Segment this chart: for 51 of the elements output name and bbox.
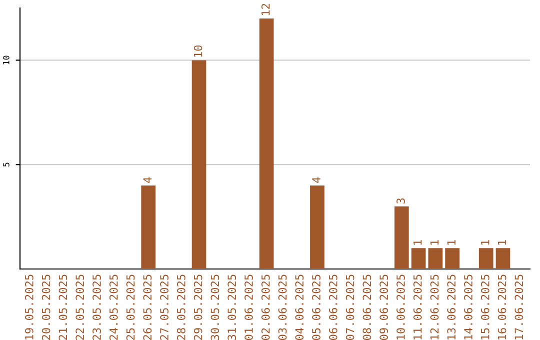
x-tick-label: 20.05.2025 [42, 274, 50, 340]
x-tick-label: 23.05.2025 [92, 274, 101, 340]
data-label: 1 [414, 240, 422, 245]
x-tick-label: 12.06.2025 [430, 274, 439, 340]
data-label: 1 [481, 240, 490, 245]
bar [192, 60, 206, 269]
x-tick-label: 17.06.2025 [514, 274, 524, 340]
x-tick-label: 19.05.2025 [24, 274, 34, 340]
x-tick-label: 24.05.2025 [109, 274, 118, 340]
bar [394, 206, 409, 269]
data-label: 12 [261, 4, 270, 16]
x-tick-label: 16.06.2025 [498, 274, 506, 340]
bar [478, 248, 494, 269]
x-tick-label: 07.06.2025 [346, 274, 354, 340]
x-tick-label: 11.06.2025 [413, 274, 422, 340]
x-tick-label: 01.06.2025 [244, 274, 253, 340]
bar [259, 18, 274, 269]
x-tick-label: 15.06.2025 [480, 274, 490, 340]
data-label: 3 [396, 198, 405, 204]
x-tick-label: 21.05.2025 [58, 274, 68, 340]
data-label: 1 [498, 240, 506, 245]
bar [310, 185, 324, 269]
x-tick-label: 14.06.2025 [464, 274, 472, 340]
x-tick-label: 04.06.2025 [295, 274, 304, 340]
data-label: 1 [447, 240, 456, 245]
data-label: 4 [312, 177, 320, 183]
x-tick-label: 28.05.2025 [176, 274, 186, 340]
x-tick-label: 29.05.2025 [194, 274, 202, 340]
bar [445, 248, 460, 269]
data-label: 4 [143, 177, 152, 183]
x-tick-label: 10.06.2025 [396, 274, 405, 340]
x-tick-label: 30.05.2025 [210, 274, 220, 340]
x-tick-label: 08.06.2025 [362, 274, 372, 340]
y-tick-label: 5 [3, 162, 10, 167]
x-tick-label: 05.06.2025 [312, 274, 320, 340]
x-tick-label: 26.05.2025 [143, 274, 152, 340]
bar [141, 185, 156, 269]
x-tick-label: 22.05.2025 [76, 274, 84, 340]
x-tick-label: 06.06.2025 [328, 274, 338, 340]
data-label: 10 [194, 45, 202, 57]
x-tick-label: 09.06.2025 [380, 274, 388, 340]
bar [428, 248, 443, 269]
x-tick-label: 31.05.2025 [228, 274, 236, 340]
data-label: 1 [430, 240, 439, 245]
bar [411, 248, 426, 269]
x-tick-label: 03.06.2025 [278, 274, 287, 340]
bar [496, 248, 510, 269]
x-tick-label: 27.05.2025 [160, 274, 168, 340]
x-tick-label: 13.06.2025 [447, 274, 456, 340]
x-tick-label: 02.06.2025 [261, 274, 270, 340]
x-tick-label: 25.05.2025 [126, 274, 135, 340]
